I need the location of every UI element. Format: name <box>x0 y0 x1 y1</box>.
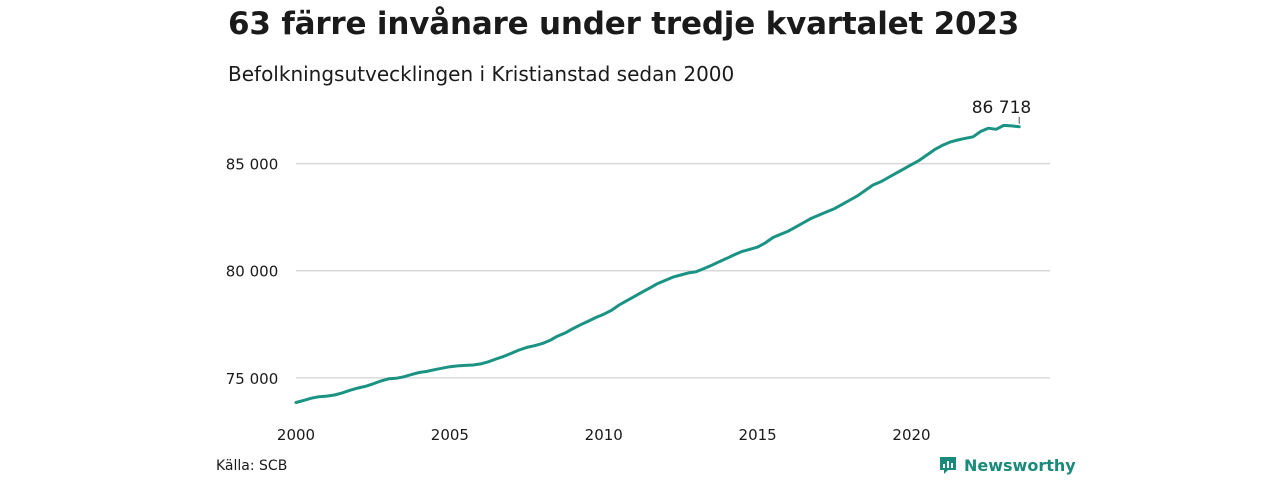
annotation-layer: 86 718 <box>972 98 1031 124</box>
chart-subtitle: Befolkningsutvecklingen i Kristianstad s… <box>228 62 735 86</box>
grid-lines <box>296 162 1050 379</box>
x-tick-label: 2005 <box>431 426 469 444</box>
chart-title: 63 färre invånare under tredje kvartalet… <box>228 6 1020 42</box>
series-line <box>294 123 1021 404</box>
y-tick-label: 80 000 <box>226 263 279 281</box>
x-tick-label: 2010 <box>585 426 623 444</box>
end-value-label: 86 718 <box>972 98 1031 118</box>
x-tick-label: 2015 <box>739 426 777 444</box>
y-tick-label: 75 000 <box>226 370 279 388</box>
brand-logo[interactable]: Newsworthy <box>938 455 1076 475</box>
x-tick-label: 2020 <box>892 426 930 444</box>
x-axis-labels: 2000 2005 2010 2015 2020 <box>277 426 931 444</box>
y-axis-labels: 75 000 80 000 85 000 <box>226 156 279 388</box>
source-note: Källa: SCB <box>216 458 288 474</box>
x-tick-label: 2000 <box>277 426 315 444</box>
series-layer <box>294 123 1021 404</box>
y-tick-label: 85 000 <box>226 156 279 174</box>
brand-name: Newsworthy <box>964 455 1076 475</box>
newsworthy-logo-icon <box>940 457 956 474</box>
